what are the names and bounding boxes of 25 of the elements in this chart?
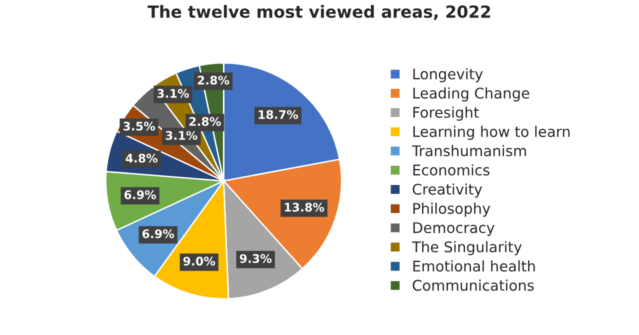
data-label: 3.5% [123,122,156,131]
legend-label: Communications [412,280,534,291]
legend-label: Philosophy [413,202,490,217]
legend-label: Learning how to learn [413,126,570,140]
legend-label: Foresight [413,106,479,121]
legend-label: Creativity [412,183,482,198]
legend-label: Emotional health [413,260,535,272]
legend-label: The Singularity [412,241,522,256]
chart-title: The twelve most viewed areas, 2022 [148,5,490,20]
legend-label: Transhumanism [412,145,526,156]
data-label: 6.9% [124,190,156,200]
legend-label: Democracy [413,222,494,236]
data-label: 9.0% [183,256,216,266]
data-label: 9.3% [240,254,272,263]
data-label: 18.7% [258,110,298,120]
data-label: 4.8% [126,154,158,163]
legend-label: Longevity [413,68,483,82]
data-label: 13.8% [284,202,324,212]
data-label: 3.1% [157,88,189,98]
legend-label: Leading Change [413,87,530,102]
data-label: 3.1% [166,130,198,140]
data-label: 2.8% [189,117,221,126]
data-label: 2.8% [198,76,230,85]
legend-label: Economics [413,164,490,176]
data-label: 6.9% [142,229,174,238]
